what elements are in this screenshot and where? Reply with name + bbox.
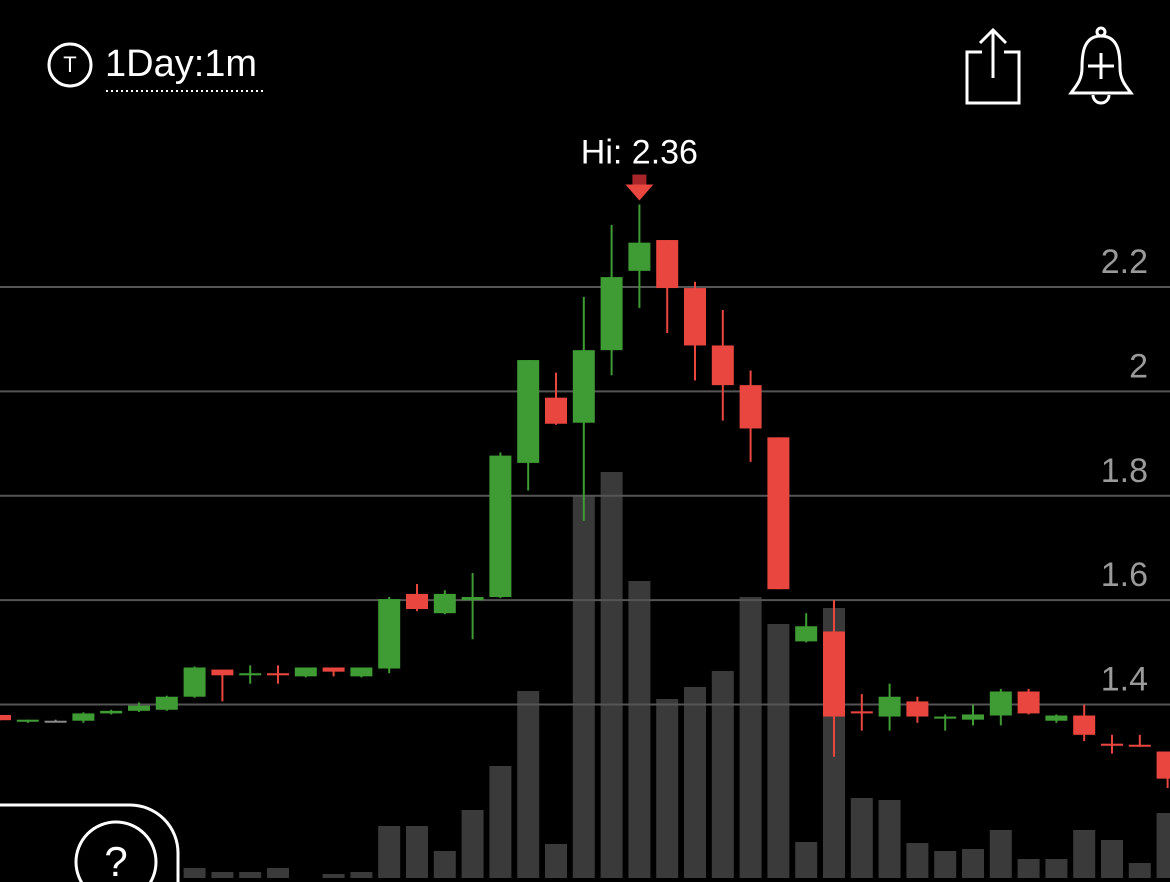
candle-body [600,277,623,351]
help-label: ? [104,838,127,882]
volume-bar [406,826,428,878]
volume-bar [1045,859,1068,878]
candle-body [572,350,595,423]
share-button[interactable] [965,27,1021,105]
volume-bar [850,798,873,878]
volume-bar [600,472,623,878]
candle-body [406,593,428,610]
hi-marker-arrow [625,184,654,201]
candle-body [850,711,873,714]
candle-body [461,597,484,601]
volume-bar [1073,830,1096,878]
volume-bar [267,868,289,878]
volume-bar [962,849,984,878]
candle-body [1073,715,1096,735]
candle-body [489,455,512,598]
candle-body [155,696,178,710]
candle-body [100,710,123,714]
plot: 1.4 1.6 1.8 2 2.2 Hi: 2.36 [0,134,1170,878]
badge-icon[interactable] [47,42,93,88]
volume-bar [517,691,540,878]
volume-bar [1128,863,1151,878]
candle-body [128,705,150,711]
candle-body [72,713,95,721]
volume-bar [795,842,818,878]
candle-body [1128,744,1151,747]
candle-body [378,599,401,669]
header: T 1Day:1m [47,26,1134,105]
candle-body [795,626,818,642]
y-tick-label: 1.4 [1101,661,1148,699]
candle-body [16,719,39,722]
y-tick-label: 1.8 [1101,452,1148,490]
y-tick-label: 2.2 [1101,243,1148,281]
candle-body [211,669,234,676]
candle-body [294,667,317,677]
volume-bar [572,495,595,878]
candle-body [906,701,929,717]
interval-selector[interactable]: 1Day:1m [105,43,257,85]
volume-bar [211,872,234,878]
volume-bar [934,851,957,878]
candle-body [1045,715,1068,721]
volume-bar [684,687,706,878]
volume-bar [350,872,373,878]
candle-body [183,667,206,697]
volume-bar [545,844,567,878]
candle-body [322,667,345,672]
candle-body [767,437,790,590]
volume-bar [989,830,1012,878]
candle-body [711,345,734,386]
candle-body [739,385,762,429]
candle-body [517,360,540,463]
candle-body [934,716,957,719]
candle-body [433,593,456,614]
y-tick-label: 2 [1129,347,1148,385]
volume-bar [739,597,762,878]
volume-bar [906,843,929,878]
candle-body [350,667,373,677]
candle-body [44,720,67,723]
volume-bar [711,671,734,878]
volume-bar [183,868,206,878]
candle-body [1101,743,1123,746]
volume-bar [239,872,262,878]
candle-body [1017,691,1040,714]
y-tick-label: 1.6 [1101,556,1148,594]
volume-bar [767,624,790,878]
volume-bar [628,581,651,878]
volume-bar [489,766,512,878]
volume-bar [461,810,484,878]
volume-bar [1156,813,1170,878]
candle-body [878,696,901,717]
volume-bar [1017,859,1040,878]
candle-body [684,288,706,346]
volume-bar [656,699,679,878]
candle-body [1156,751,1170,779]
candle-body [823,631,845,717]
volume-bar [1101,840,1123,878]
candle-body [656,240,679,289]
alert-button[interactable] [1068,26,1134,105]
candle-body [628,242,651,271]
candle-body [0,714,11,721]
volume-bar [322,874,345,878]
volume-bar [378,826,401,878]
candle-body [239,673,262,676]
volume-bar [433,851,456,878]
candle-body [545,397,567,424]
help-button[interactable]: ? [0,803,180,882]
candle-body [962,714,984,720]
candle-body [989,691,1012,716]
hi-annotation: Hi: 2.36 [581,134,698,172]
volume-bar [878,800,901,878]
help-circle [74,820,158,882]
hi-marker-stem [632,174,647,185]
candle-body [267,673,289,676]
badge-letter: T [63,52,76,77]
help-panel [0,803,180,882]
